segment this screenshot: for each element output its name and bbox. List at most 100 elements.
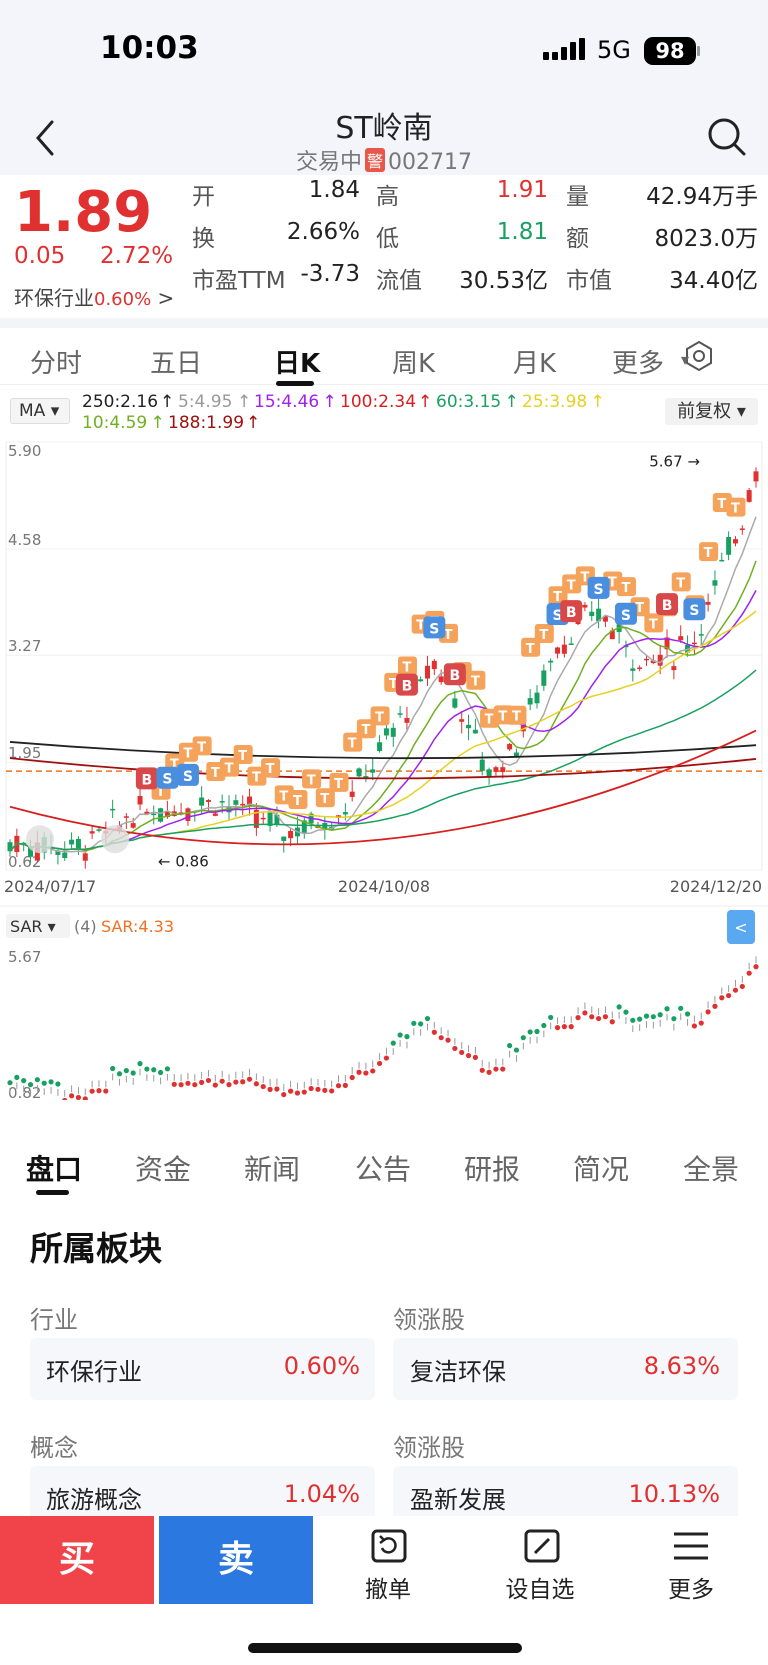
candle-body xyxy=(144,811,150,814)
expand-icon[interactable] xyxy=(26,825,54,854)
tab-period[interactable]: 五日 xyxy=(150,349,203,379)
block-card[interactable] xyxy=(30,1338,375,1400)
tab-info[interactable]: 公告 xyxy=(355,1153,412,1186)
tab-period[interactable]: 日K xyxy=(274,349,321,379)
tab-info[interactable]: 简况 xyxy=(573,1153,630,1186)
sar-dot xyxy=(650,1014,656,1020)
sar-dot xyxy=(445,1037,451,1043)
ma-indicator-select[interactable]: MA ▾ xyxy=(10,398,70,424)
tab-info[interactable]: 新闻 xyxy=(244,1153,301,1186)
tab-info[interactable]: 盘口 xyxy=(26,1153,83,1186)
sar-dot xyxy=(14,1074,20,1080)
block-card[interactable] xyxy=(393,1338,738,1400)
battery-icon: 98 xyxy=(644,37,696,65)
candle-body xyxy=(390,727,396,737)
block-pct: 0.60% xyxy=(283,1352,360,1380)
back-icon[interactable] xyxy=(30,118,60,158)
arrow-up-icon: ↑ xyxy=(160,392,175,412)
t-marker: T xyxy=(233,744,253,764)
sar-dot xyxy=(411,1020,417,1026)
signal-icon xyxy=(543,38,585,60)
buy-button[interactable]: 买 xyxy=(0,1516,154,1604)
cancel-order-icon[interactable] xyxy=(370,1528,408,1564)
sar-dot xyxy=(548,1014,554,1021)
cancel-order-button[interactable]: 撤单 xyxy=(365,1577,411,1603)
candle-body xyxy=(520,721,526,732)
tab-period[interactable]: 周K xyxy=(392,349,436,379)
t-marker: T xyxy=(370,706,390,726)
candle-body xyxy=(493,767,499,772)
sar-dot xyxy=(281,1091,287,1098)
candle-body xyxy=(28,846,34,857)
more-button[interactable]: 更多 xyxy=(668,1577,714,1603)
sar-bottom-label: 0.82 xyxy=(8,1084,41,1100)
sar-dot xyxy=(582,1010,588,1016)
tab-info[interactable]: 资金 xyxy=(135,1153,192,1186)
chevron-down-icon: ▾ xyxy=(681,350,690,369)
sar-dot xyxy=(664,1006,670,1012)
y-tick-label: 5.90 xyxy=(8,442,41,460)
candle-body xyxy=(630,668,636,671)
candle-body xyxy=(301,820,307,834)
sell-button[interactable]: 卖 xyxy=(159,1516,313,1604)
t-marker: T xyxy=(302,769,322,789)
sar-dot xyxy=(554,1025,561,1031)
sar-dot xyxy=(7,1080,13,1086)
signal-marker: S xyxy=(587,576,610,599)
t-marker: T xyxy=(329,772,349,792)
tab-period[interactable]: 月K xyxy=(513,349,557,379)
candle-body xyxy=(732,539,738,544)
candle-body xyxy=(486,769,492,777)
settings-hex-icon[interactable] xyxy=(683,340,715,372)
collapse-icon[interactable] xyxy=(727,910,755,944)
fullscreen-icon[interactable] xyxy=(101,825,129,854)
sar-dot xyxy=(459,1049,465,1056)
svg-text:T: T xyxy=(704,546,713,561)
search-icon[interactable] xyxy=(706,116,748,158)
y-tick-label: 4.58 xyxy=(8,531,41,549)
tab-info[interactable]: 研报 xyxy=(464,1153,521,1186)
svg-text:T: T xyxy=(717,497,726,512)
candle-body xyxy=(342,812,348,815)
sar-dot xyxy=(212,1082,218,1088)
candle-body xyxy=(130,823,136,828)
candle-body xyxy=(479,759,485,771)
candle-body xyxy=(274,814,280,825)
svg-text:S: S xyxy=(162,772,172,788)
candle-body xyxy=(548,660,554,663)
candle-body xyxy=(349,791,355,797)
tab-period[interactable]: 更多 xyxy=(612,349,665,379)
sar-dot xyxy=(205,1077,212,1084)
sar-dot xyxy=(438,1035,444,1041)
candle-body xyxy=(753,471,759,482)
signal-marker: S xyxy=(614,602,637,625)
add-watchlist-button[interactable]: 设自选 xyxy=(505,1577,575,1603)
ma-line xyxy=(9,516,757,853)
sar-dot xyxy=(404,1034,410,1040)
sar-label[interactable]: SAR ▾ xyxy=(10,917,56,936)
sar-dot xyxy=(609,1019,615,1025)
add-watchlist-icon[interactable] xyxy=(523,1528,561,1564)
candle-body xyxy=(7,842,13,852)
candle-body xyxy=(726,537,732,555)
tab-period[interactable]: 分时 xyxy=(30,349,83,379)
sar-dot xyxy=(643,1013,650,1019)
sar-dot xyxy=(274,1086,280,1092)
leader-name: 复洁环保 xyxy=(410,1358,506,1386)
quote-value: 1.91 xyxy=(496,177,548,203)
sar-dot xyxy=(62,1097,68,1100)
sar-dot xyxy=(630,1017,636,1023)
sar-select[interactable] xyxy=(6,914,70,938)
svg-text:T: T xyxy=(266,762,275,777)
more-menu-icon[interactable] xyxy=(672,1528,710,1564)
sar-dot xyxy=(691,1023,698,1029)
sar-dot xyxy=(390,1040,396,1046)
industry-link[interactable]: 环保行业0.60% > xyxy=(14,286,175,310)
sar-dot xyxy=(616,1004,622,1010)
sar-dot xyxy=(753,964,759,970)
tab-info[interactable]: 全景 xyxy=(683,1153,740,1186)
candle-body xyxy=(199,797,205,806)
candle-body xyxy=(602,615,608,622)
adjust-select[interactable]: 前复权 ▾ xyxy=(665,398,758,425)
